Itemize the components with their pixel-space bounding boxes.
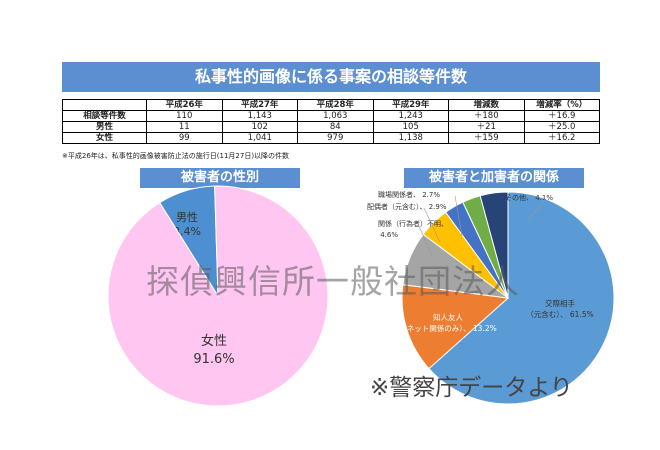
table-cell: ＋16.2	[523, 132, 600, 144]
row-label: 女性	[62, 132, 147, 144]
table-footnote: ※平成26年は、私事性的画像被害防止法の施行日(11月27日)以降の件数	[62, 152, 290, 160]
slice-label: 配偶者（元含む）、 2.9%	[367, 202, 447, 211]
slice-label: 知人友人（ネット関係のみ）、 13.2%	[399, 312, 496, 333]
gender-chart-title: 被害者の性別	[140, 168, 300, 188]
table-row: 男性 11 102 84 105 ＋21 ＋25.0	[62, 121, 600, 133]
slice-label: 職場関係者、 2.7%	[378, 190, 440, 199]
pie-slice	[107, 185, 329, 407]
pie-slice	[479, 191, 509, 299]
leader-line	[417, 223, 433, 256]
stats-table: 平成26年 平成27年 平成28年 平成29年 増減数 増減率（%） 相談等件数…	[62, 99, 600, 144]
table-cell: 1,041	[221, 132, 298, 144]
relationship-chart-title: 被害者と加害者の関係	[404, 168, 584, 188]
slice-label: その他、 4.1%	[505, 193, 553, 202]
leader-line	[526, 198, 546, 223]
leader-line	[423, 207, 441, 243]
slice-label: 交際相手（元含む）、 61.5%	[526, 298, 593, 319]
slice-label: 関係（行為者）不明、 4.6%	[378, 219, 448, 239]
source-note: ※警察庁データより	[370, 375, 573, 401]
page-title: 私事性的画像に係る事案の相談等件数	[62, 62, 600, 92]
table-cell: ＋159	[448, 132, 525, 144]
pie-slice	[428, 191, 615, 405]
table-row: 女性 99 1,041 979 1,138 ＋159 ＋16.2	[62, 132, 600, 144]
watermark: 探偵興信所一般社団法人	[146, 262, 520, 301]
leader-line	[454, 195, 463, 237]
pie-slice	[401, 284, 510, 370]
slice-label: 女性 91.6%	[193, 333, 234, 367]
table-row: 相談等件数 110 1,143 1,063 1,243 ＋180 ＋16.9	[62, 110, 600, 122]
table-header-row: 平成26年 平成27年 平成28年 平成29年 増減数 増減率（%）	[62, 99, 600, 111]
